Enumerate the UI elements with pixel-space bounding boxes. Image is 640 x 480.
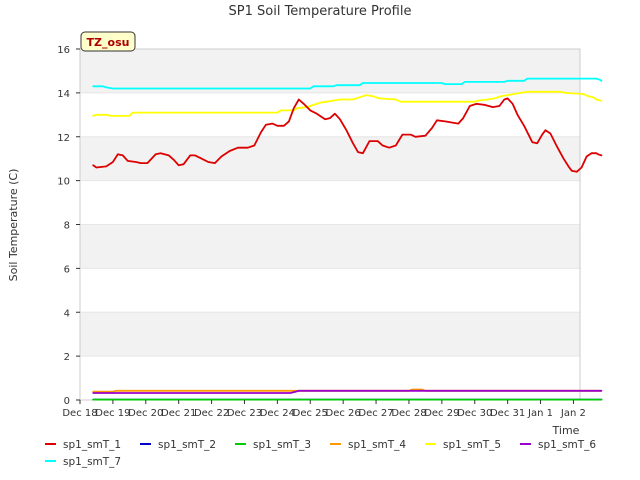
legend-entry-sp1-smT-7: sp1_smT_7 — [45, 456, 121, 468]
legend-entry-sp1-smT-1: sp1_smT_1 — [45, 439, 121, 451]
legend-label: sp1_smT_1 — [63, 439, 121, 451]
chart-title: SP1 Soil Temperature Profile — [229, 4, 412, 19]
y-tick-label: 14 — [57, 89, 70, 100]
grid-band — [80, 224, 580, 269]
y-tick-label: 12 — [57, 133, 70, 144]
legend-label: sp1_smT_7 — [63, 456, 121, 468]
series-line-sp1-smT-1 — [92, 97, 603, 173]
y-tick-label: 0 — [64, 396, 70, 407]
x-tick-label: Dec 29 — [424, 408, 459, 419]
x-tick-label: Dec 26 — [326, 408, 361, 419]
legend-label: sp1_smT_5 — [443, 439, 501, 451]
x-tick-label: Dec 30 — [457, 408, 492, 419]
y-tick-label: 16 — [57, 45, 70, 56]
annotation-box — [80, 31, 136, 52]
legend-label: sp1_smT_6 — [538, 439, 596, 451]
x-tick-label: Dec 21 — [161, 408, 196, 419]
grid-band — [80, 312, 580, 357]
annotation-text: TZ_osu — [87, 36, 130, 49]
legend-label: sp1_smT_3 — [253, 439, 311, 451]
series-layer — [92, 77, 603, 401]
x-tick-label: Dec 18 — [62, 408, 97, 419]
y-tick-label: 2 — [64, 352, 70, 363]
y-tick-label: 10 — [57, 177, 70, 188]
x-tick-label: Dec 27 — [358, 408, 393, 419]
x-tick-label: Dec 31 — [490, 408, 525, 419]
legend-entry-sp1-smT-3: sp1_smT_3 — [235, 439, 311, 451]
y-axis-ticks: 0 2 4 6 8 10 12 14 16 — [57, 45, 80, 407]
legend-entry-sp1-smT-6: sp1_smT_6 — [520, 439, 596, 451]
legend-entry-sp1-smT-2: sp1_smT_2 — [140, 439, 216, 451]
x-tick-label: Dec 23 — [227, 408, 262, 419]
y-axis-label: Soil Temperature (C) — [7, 169, 20, 282]
x-tick-label: Dec 28 — [391, 408, 426, 419]
series-line-sp1-smT-7 — [92, 77, 603, 90]
legend-entry-sp1-smT-5: sp1_smT_5 — [425, 439, 501, 451]
x-tick-label: Jan 1 — [527, 408, 553, 419]
grid-band — [80, 136, 580, 181]
x-tick-label: Dec 24 — [260, 408, 295, 419]
y-tick-label: 6 — [64, 264, 70, 275]
x-axis-label: Time — [552, 424, 580, 437]
legend-entry-sp1-smT-4: sp1_smT_4 — [330, 439, 406, 451]
y-tick-label: 8 — [64, 221, 70, 232]
x-tick-label: Dec 19 — [95, 408, 130, 419]
legend: sp1_smT_1 sp1_smT_2 sp1_smT_3 sp1_smT_4 sp1_… — [45, 439, 596, 468]
legend-label: sp1_smT_2 — [158, 439, 216, 451]
series-line-sp1-smT-5 — [92, 90, 603, 117]
y-tick-label: 4 — [64, 308, 70, 319]
x-tick-label: Dec 25 — [293, 408, 328, 419]
grid-bands — [80, 49, 580, 357]
x-tick-label: Dec 20 — [128, 408, 163, 419]
station-annotation: TZ_osu — [80, 31, 136, 52]
x-tick-label: Dec 22 — [194, 408, 229, 419]
series-line-sp1-smT-6 — [92, 389, 603, 394]
legend-label: sp1_smT_4 — [348, 439, 406, 451]
x-tick-label: Jan 2 — [560, 408, 586, 419]
